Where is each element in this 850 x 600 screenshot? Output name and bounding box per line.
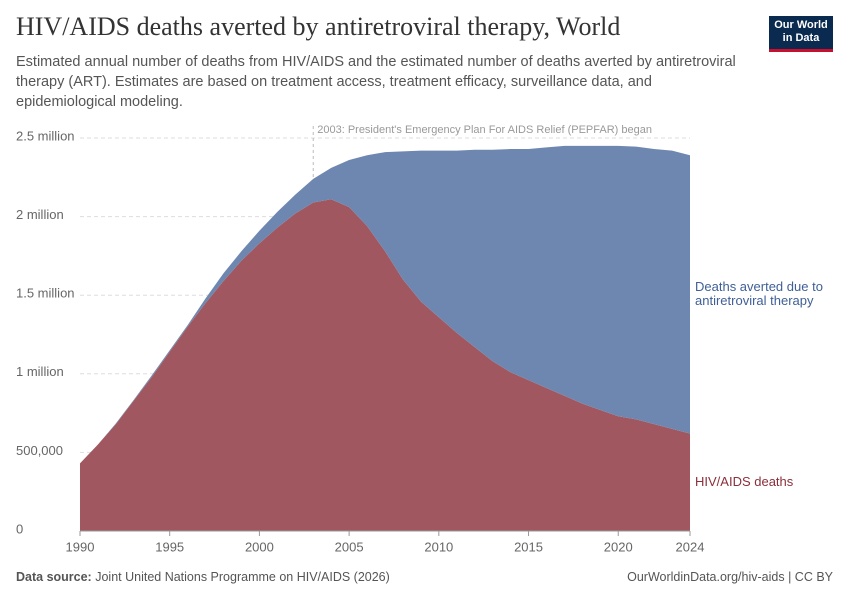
y-tick-label: 0 — [16, 521, 23, 536]
x-tick-label: 2015 — [514, 539, 543, 554]
x-tick-label: 1990 — [66, 539, 95, 554]
area — [80, 145, 690, 464]
chart-title: HIV/AIDS deaths averted by antiretrovira… — [16, 12, 621, 41]
y-tick-label: 2.5 million — [16, 128, 75, 143]
area — [80, 199, 690, 532]
x-tick-label: 2010 — [424, 539, 453, 554]
logo[interactable]: Our World in Data — [769, 16, 833, 52]
series-label: HIV/AIDS deaths — [695, 474, 794, 490]
source-text: Joint United Nations Programme on HIV/AI… — [95, 570, 390, 584]
x-tick-label: 2005 — [335, 539, 364, 554]
y-tick-label: 500,000 — [16, 443, 63, 458]
annotation: 2003: President's Emergency Plan For AID… — [317, 124, 652, 136]
source-label: Data source: — [16, 570, 92, 584]
x-tick-label: 2020 — [604, 539, 633, 554]
x-tick-label: 2024 — [676, 539, 705, 554]
y-tick-label: 1 million — [16, 364, 64, 379]
chart-subtitle: Estimated annual number of deaths from H… — [16, 54, 736, 110]
url[interactable]: OurWorldinData.org/hiv-aids | CC BY — [627, 570, 833, 584]
x-tick-label: 2000 — [245, 539, 274, 554]
series-label: Deaths averted due to antiretroviral the… — [695, 279, 823, 309]
y-tick-label: 2 million — [16, 207, 64, 222]
y-tick-label: 1.5 million — [16, 286, 75, 301]
source: Data source: Joint United Nations Progra… — [16, 570, 390, 584]
x-tick-label: 1995 — [155, 539, 184, 554]
